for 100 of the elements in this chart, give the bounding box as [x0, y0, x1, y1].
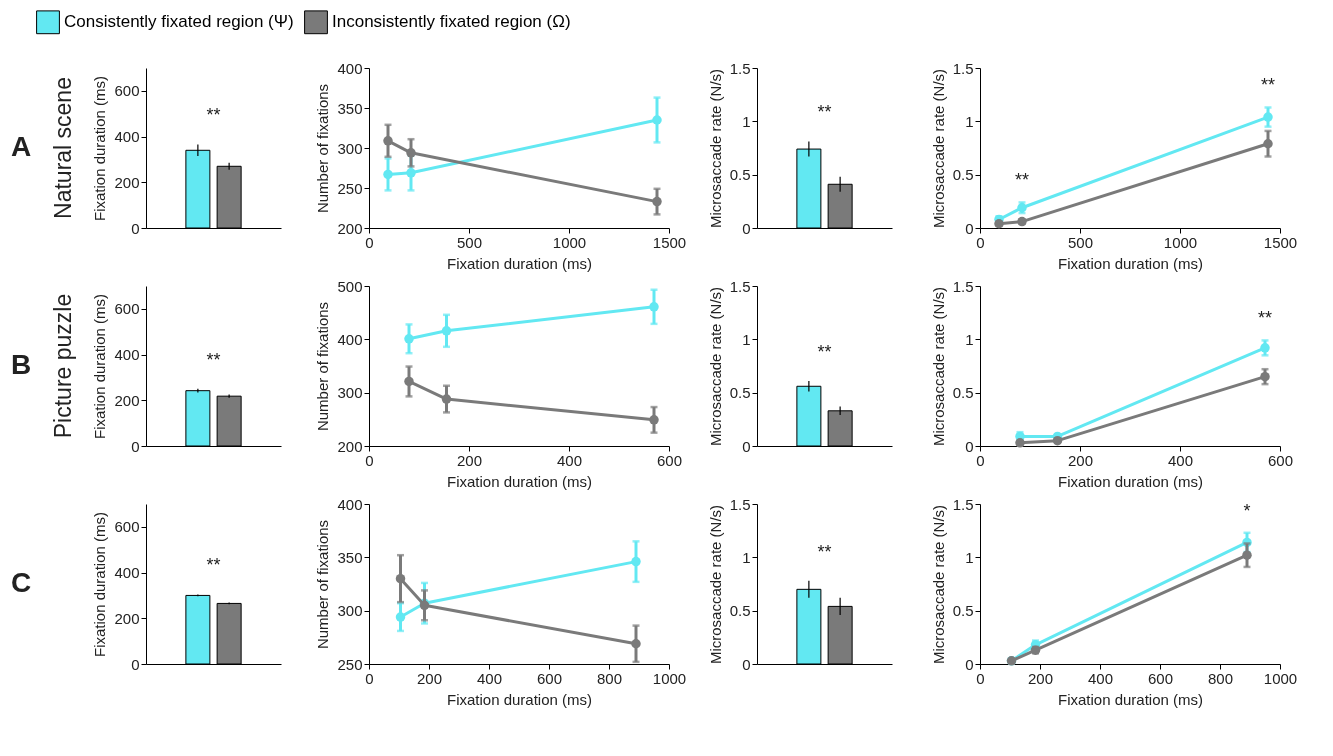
y-tick-label: 1.5	[952, 495, 974, 513]
y-tick-label: 0.5	[729, 384, 751, 402]
x-tick-label: 200	[416, 669, 443, 687]
y-axis-title: Fixation duration (ms)	[91, 511, 109, 658]
y-tick-label: 300	[337, 139, 363, 157]
y-tick-label: 1	[742, 548, 751, 566]
y-tick-label: 1.5	[952, 59, 974, 77]
x-tick-label: 400	[1087, 669, 1114, 687]
x-tick-label: 600	[656, 451, 683, 469]
y-tick-label: 0	[131, 437, 140, 455]
x-tick-label: 0	[365, 451, 374, 469]
x-tick-label: 1500	[1263, 233, 1298, 251]
x-tick-label: 0	[365, 233, 374, 251]
y-axis-title: Number of fixations	[314, 301, 332, 432]
y-tick-label: 500	[337, 277, 363, 295]
y-tick-label: 1.5	[729, 495, 751, 513]
y-tick-label: 0.5	[729, 602, 751, 620]
y-tick-label: 300	[337, 602, 363, 620]
x-axis-title: Fixation duration (ms)	[446, 254, 593, 272]
y-tick-label: 400	[114, 128, 140, 146]
y-tick-label: 0	[742, 437, 751, 455]
y-tick-label: 400	[337, 330, 363, 348]
text: B	[10, 349, 32, 380]
y-tick-label: 0.5	[952, 166, 974, 184]
annotation: **	[817, 341, 832, 362]
y-axis-title: Microsaccade rate (N/s)	[706, 286, 724, 447]
y-tick-label: 200	[114, 609, 140, 627]
x-tick-label: 800	[1207, 669, 1234, 687]
y-axis-title: Microsaccade rate (N/s)	[929, 286, 947, 447]
y-axis-title: Fixation duration (ms)	[91, 75, 109, 222]
x-tick-label: 600	[1147, 669, 1174, 687]
x-tick-label: 1000	[552, 233, 587, 251]
y-tick-label: 200	[114, 391, 140, 409]
y-tick-label: 350	[337, 99, 363, 117]
x-tick-label: 400	[1167, 451, 1194, 469]
y-tick-label: 0	[742, 219, 751, 237]
y-tick-label: 0	[965, 655, 974, 673]
y-axis-title: Number of fixations	[314, 83, 332, 214]
y-axis-title: Fixation duration (ms)	[91, 293, 109, 440]
y-tick-label: 1.5	[729, 277, 751, 295]
annotation: **	[817, 102, 832, 123]
annotation: **	[1257, 308, 1273, 329]
y-tick-label: 250	[337, 655, 363, 673]
y-tick-label: 0	[965, 219, 974, 237]
y-tick-label: 350	[337, 548, 363, 566]
x-tick-label: 0	[365, 669, 374, 687]
y-tick-label: 1	[965, 112, 974, 130]
y-tick-label: 1	[742, 112, 751, 130]
y-tick-label: 200	[114, 173, 140, 191]
x-tick-label: 500	[1067, 233, 1094, 251]
text: Natural scene	[50, 77, 76, 219]
legend-label: Consistently fixated region (Ψ)	[64, 12, 294, 32]
x-tick-label: 800	[596, 669, 623, 687]
x-tick-label: 0	[976, 233, 985, 251]
annotation: **	[1014, 170, 1030, 191]
annotation: **	[817, 541, 832, 562]
y-tick-label: 200	[337, 219, 363, 237]
y-tick-label: 0.5	[952, 384, 974, 402]
annotation: **	[1260, 75, 1276, 96]
x-tick-label: 1000	[652, 669, 687, 687]
y-tick-label: 1.5	[729, 59, 751, 77]
y-tick-label: 400	[114, 346, 140, 364]
text: Picture puzzle	[50, 293, 76, 439]
y-axis-title: Number of fixations	[314, 519, 332, 650]
y-tick-label: 600	[114, 300, 140, 318]
x-tick-label: 0	[976, 669, 985, 687]
x-tick-label: 1000	[1263, 669, 1298, 687]
y-axis-title: Microsaccade rate (N/s)	[929, 68, 947, 229]
x-tick-label: 0	[976, 451, 985, 469]
y-tick-label: 0	[965, 437, 974, 455]
y-tick-label: 0	[742, 655, 751, 673]
x-tick-label: 600	[536, 669, 563, 687]
x-axis-title: Fixation duration (ms)	[1057, 472, 1204, 490]
y-tick-label: 400	[337, 59, 363, 77]
x-tick-label: 600	[1267, 451, 1294, 469]
y-tick-label: 1	[742, 330, 751, 348]
x-tick-label: 400	[556, 451, 583, 469]
y-tick-label: 400	[337, 495, 363, 513]
annotation: *	[1243, 500, 1251, 521]
y-axis-title: Microsaccade rate (N/s)	[929, 504, 947, 665]
y-tick-label: 0	[131, 655, 140, 673]
text: A	[10, 131, 32, 162]
annotation: **	[206, 349, 221, 370]
annotation: **	[206, 105, 221, 126]
y-tick-label: 0.5	[729, 166, 751, 184]
x-axis-title: Fixation duration (ms)	[1057, 690, 1204, 708]
y-tick-label: 1.5	[952, 277, 974, 295]
y-tick-label: 200	[337, 437, 363, 455]
x-tick-label: 200	[1027, 669, 1054, 687]
x-tick-label: 400	[476, 669, 503, 687]
x-tick-label: 500	[456, 233, 483, 251]
x-tick-label: 1000	[1163, 233, 1198, 251]
x-axis-title: Fixation duration (ms)	[446, 472, 593, 490]
x-axis-title: Fixation duration (ms)	[1057, 254, 1204, 272]
x-tick-label: 200	[1067, 451, 1094, 469]
legend-label: Inconsistently fixated region (Ω)	[332, 12, 571, 32]
y-tick-label: 0	[131, 219, 140, 237]
x-tick-label: 200	[456, 451, 483, 469]
text: C	[10, 567, 32, 598]
y-tick-label: 0.5	[952, 602, 974, 620]
